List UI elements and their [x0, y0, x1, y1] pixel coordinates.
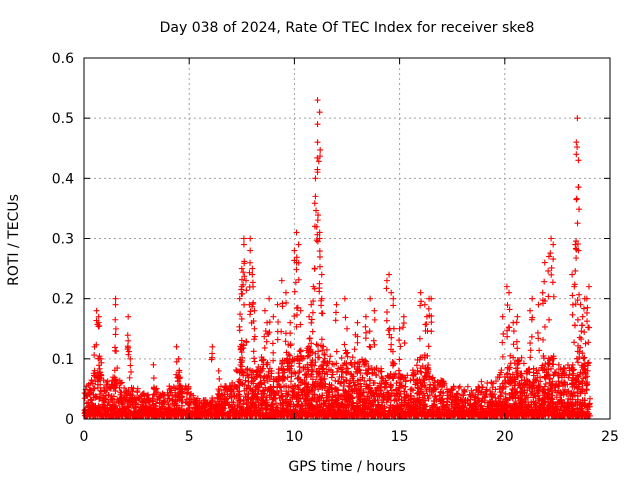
data-point [164, 389, 171, 396]
data-point [89, 404, 96, 411]
data-point [128, 384, 135, 391]
data-point [93, 393, 100, 400]
data-point [129, 399, 136, 406]
x-axis-label: GPS time / hours [288, 459, 405, 475]
data-point [105, 391, 112, 398]
data-point [81, 395, 88, 402]
y-tick-label: 0.4 [52, 171, 74, 187]
x-tick-label: 5 [185, 429, 194, 445]
data-point [127, 402, 134, 409]
data-point [170, 383, 177, 390]
data-point [121, 385, 128, 392]
data-point [165, 392, 172, 399]
data-point [161, 397, 168, 404]
data-point [117, 380, 124, 387]
y-tick-label: 0.3 [52, 232, 74, 248]
data-point [169, 391, 176, 398]
data-point [134, 388, 141, 395]
data-point [160, 392, 167, 399]
data-point [102, 411, 109, 418]
data-point [111, 374, 118, 381]
data-point [85, 409, 92, 416]
data-point [85, 381, 92, 388]
data-point [166, 404, 173, 411]
data-point [110, 393, 117, 400]
y-tick-label: 0.2 [52, 292, 74, 308]
data-points [81, 97, 593, 419]
y-tick-label: 0 [65, 412, 74, 428]
y-tick-label: 0.6 [52, 51, 74, 67]
data-point [101, 399, 108, 406]
x-tick-label: 25 [601, 429, 619, 445]
data-point [88, 377, 95, 384]
x-tick-label: 10 [285, 429, 303, 445]
data-point [177, 393, 184, 400]
data-point [97, 395, 104, 402]
data-point [114, 365, 121, 372]
data-point [149, 398, 156, 405]
data-point [152, 402, 159, 409]
data-point [87, 397, 94, 404]
data-point [174, 391, 181, 398]
data-point [154, 389, 161, 396]
data-point [161, 408, 168, 415]
data-point [90, 385, 97, 392]
y-tick-label: 0.5 [52, 111, 74, 127]
data-point [114, 396, 121, 403]
data-point [92, 394, 99, 401]
data-point [123, 411, 130, 418]
chart-title: Day 038 of 2024, Rate Of TEC Index for r… [160, 20, 535, 36]
data-point [89, 380, 96, 387]
data-point [100, 377, 107, 384]
x-tick-label: 15 [391, 429, 409, 445]
data-point [123, 390, 130, 397]
data-point [94, 378, 101, 385]
data-point [113, 379, 120, 386]
data-point [127, 391, 134, 398]
data-point [97, 381, 104, 388]
data-point [166, 386, 173, 393]
data-point [142, 400, 149, 407]
data-point [178, 386, 185, 393]
data-point [123, 405, 130, 412]
data-point [140, 390, 147, 397]
x-tick-label: 20 [496, 429, 514, 445]
data-point [185, 385, 192, 392]
data-point [87, 387, 94, 394]
data-point [103, 379, 110, 386]
y-axis-label: ROTI / TECUs [6, 194, 22, 286]
data-point [118, 379, 125, 386]
data-point [95, 402, 102, 409]
x-tick-label: 0 [80, 429, 89, 445]
y-tick-label: 0.1 [52, 352, 74, 368]
data-point [144, 392, 151, 399]
data-point [174, 396, 181, 403]
data-point [161, 391, 168, 398]
